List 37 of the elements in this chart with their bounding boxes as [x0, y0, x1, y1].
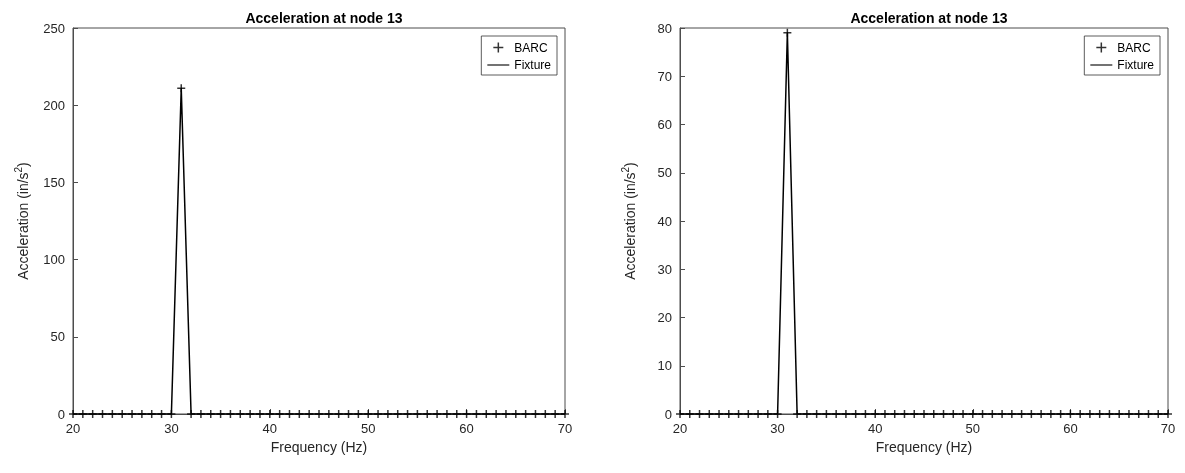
x-tick-label: 30 — [770, 421, 785, 436]
x-tick-label: 70 — [1160, 421, 1176, 436]
legend-label: Fixture — [514, 58, 552, 72]
x-tick-label: 50 — [360, 421, 376, 436]
x-tick-label: 40 — [262, 421, 278, 436]
y-tick-label: 200 — [43, 97, 65, 113]
y-tick-label: 50 — [657, 165, 672, 181]
y-tick-label: 70 — [657, 68, 672, 84]
y-axis-title: Acceleration (in/s2) — [12, 162, 31, 280]
y-tick-label: 250 — [43, 20, 65, 36]
x-axis-title: Frequency (Hz) — [875, 438, 973, 455]
x-axis-title: Frequency (Hz) — [270, 438, 368, 455]
y-tick-label: 40 — [657, 213, 672, 229]
x-tick-label: 70 — [557, 421, 573, 436]
x-tick-label: 60 — [459, 421, 474, 436]
y-tick-label: 100 — [43, 252, 65, 268]
y-tick-label: 0 — [57, 406, 65, 422]
x-tick-label: 30 — [164, 421, 179, 436]
chart-title: Acceleration at node 13 — [245, 10, 403, 26]
y-axis-title: Acceleration (in/s2) — [619, 162, 638, 280]
y-tick-label: 0 — [664, 406, 672, 422]
legend-label: BARC — [1117, 40, 1151, 55]
chart-title: Acceleration at node 13 — [850, 10, 1008, 26]
y-tick-label: 50 — [50, 329, 65, 345]
x-tick-label: 50 — [965, 421, 981, 436]
legend-label: BARC — [514, 40, 548, 55]
x-tick-label: 40 — [867, 421, 883, 436]
y-tick-label: 60 — [657, 117, 672, 132]
y-tick-label: 80 — [657, 20, 672, 36]
y-tick-label: 10 — [657, 358, 672, 374]
y-tick-label: 150 — [43, 174, 65, 190]
x-tick-label: 20 — [672, 421, 688, 436]
x-tick-label: 60 — [1063, 421, 1078, 436]
y-tick-label: 20 — [657, 310, 672, 325]
legend-label: Fixture — [1117, 58, 1155, 72]
x-tick-label: 20 — [65, 421, 81, 436]
y-tick-label: 30 — [657, 261, 672, 277]
